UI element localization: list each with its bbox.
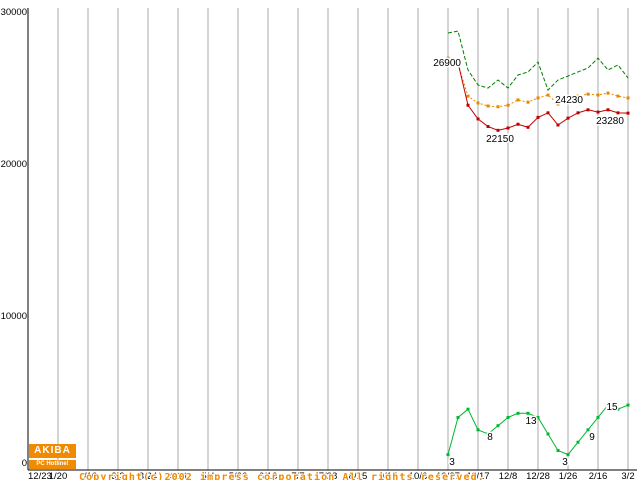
- svg-text:5/26: 5/26: [229, 471, 248, 480]
- copyright-line: Copyright(c)2002 impress corporation All…: [79, 472, 485, 480]
- svg-text:9: 9: [589, 432, 595, 443]
- akiba-logo-text: AKIBA: [29, 444, 76, 458]
- copyright-block: Copyright(c)2002 impress corporation All…: [79, 440, 485, 480]
- svg-text:30000: 30000: [1, 7, 27, 18]
- svg-text:26900: 26900: [433, 58, 461, 69]
- svg-text:5/4: 5/4: [201, 471, 214, 480]
- svg-text:7/28: 7/28: [319, 471, 338, 480]
- svg-text:3/24: 3/24: [139, 471, 158, 480]
- svg-text:1/26: 1/26: [559, 471, 578, 480]
- series-lines: [446, 30, 630, 457]
- svg-text:15: 15: [606, 402, 618, 413]
- svg-text:24230: 24230: [555, 95, 583, 106]
- svg-text:6/16: 6/16: [259, 471, 278, 480]
- svg-text:8/25: 8/25: [349, 471, 368, 480]
- svg-text:3: 3: [562, 457, 568, 468]
- akiba-logo: AKIBA PC Hotline!: [29, 444, 76, 469]
- svg-text:3: 3: [449, 457, 455, 468]
- pc-hotline-logo-text: PC Hotline!: [29, 460, 76, 469]
- y-axis-labels: 0 10000 20000 30000: [1, 7, 27, 469]
- svg-text:2/16: 2/16: [589, 471, 608, 480]
- svg-text:11/17: 11/17: [466, 471, 489, 480]
- svg-text:8: 8: [487, 432, 493, 443]
- svg-text:23280: 23280: [596, 116, 624, 127]
- svg-text:12/8: 12/8: [499, 471, 518, 480]
- svg-text:20000: 20000: [1, 159, 27, 170]
- gridlines: [57, 8, 629, 470]
- svg-text:0: 0: [22, 458, 27, 469]
- svg-text:10/27: 10/27: [436, 471, 460, 480]
- axes: [27, 8, 637, 471]
- svg-text:12/28: 12/28: [526, 471, 550, 480]
- svg-text:1/20: 1/20: [49, 471, 68, 480]
- svg-text:12/23: 12/23: [28, 471, 52, 480]
- chart-annotations: 26900 22150 24230 23280 3 8 13 3 9 15: [432, 57, 626, 470]
- svg-text:10/6: 10/6: [409, 471, 428, 480]
- svg-text:4/14: 4/14: [169, 471, 188, 480]
- svg-text:13: 13: [525, 416, 537, 427]
- svg-text:7/7: 7/7: [291, 471, 304, 480]
- x-axis-labels: 12/231/20 2/10 3/3 3/24 4/14 5/4 5/26 6/16 7/7 7/…: [28, 471, 635, 480]
- svg-text:3/3: 3/3: [111, 471, 124, 480]
- svg-text:9/15: 9/15: [379, 471, 398, 480]
- svg-text:3/2: 3/2: [621, 471, 634, 480]
- svg-text:2/10: 2/10: [79, 471, 98, 480]
- svg-text:22150: 22150: [486, 134, 514, 145]
- svg-text:10000: 10000: [1, 311, 27, 322]
